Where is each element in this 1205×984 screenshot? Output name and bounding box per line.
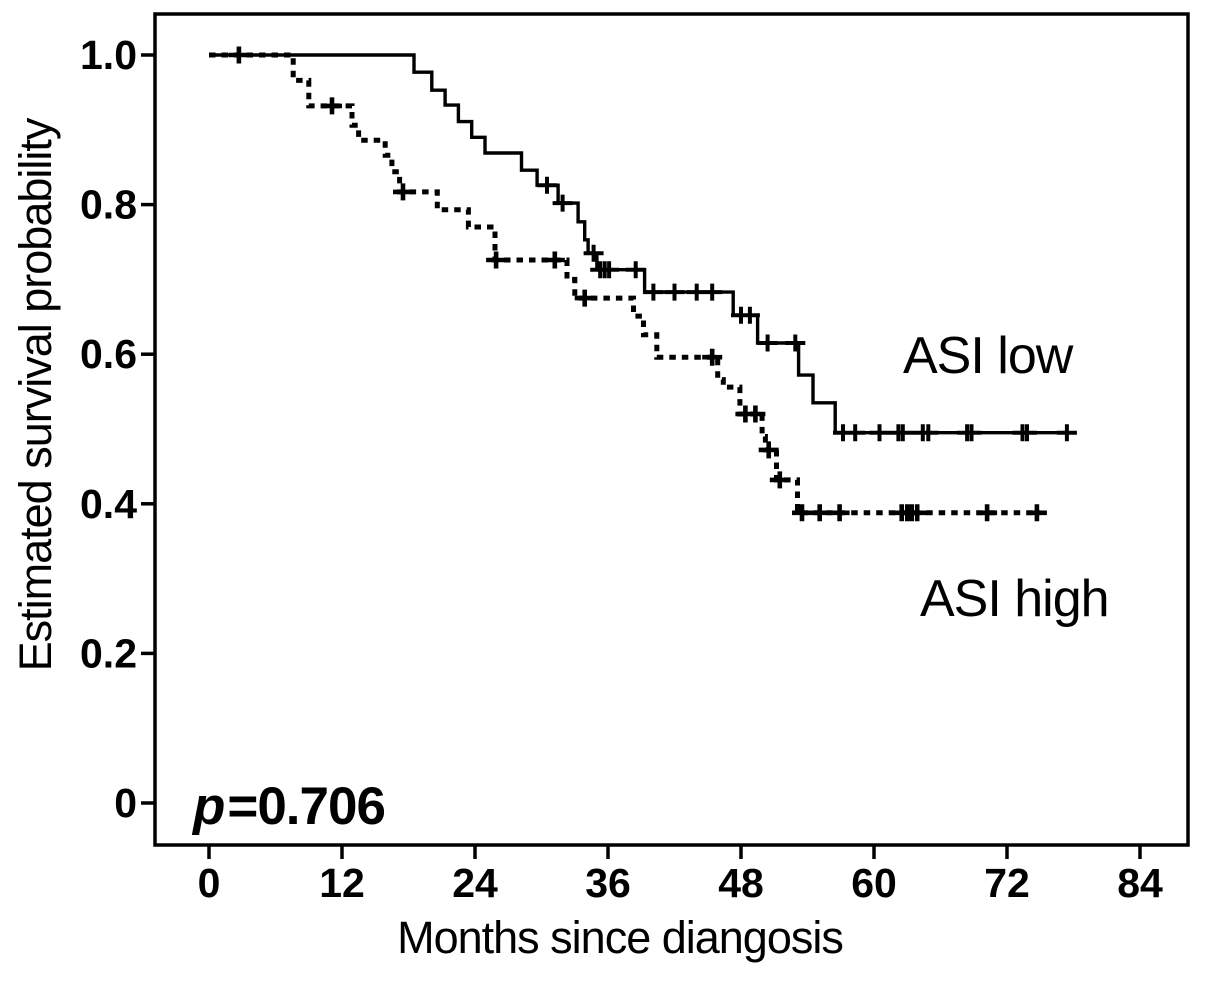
y-tick-label: 0.8 [80, 182, 137, 228]
x-tick-label: 84 [1117, 860, 1163, 906]
p-value-text: =0.706 [227, 777, 386, 836]
plot-border [153, 12, 1190, 847]
asi-high-censor-marks [228, 46, 1047, 522]
y-tick-label: 0.6 [80, 331, 137, 377]
x-tick-label: 72 [984, 860, 1030, 906]
x-tick-label: 12 [319, 860, 365, 906]
x-tick-label: 24 [452, 860, 498, 906]
x-axis-title: Months since diangosis [397, 912, 844, 963]
asi-low-curve [209, 53, 1075, 435]
y-tick-label: 0 [114, 780, 137, 826]
y-axis-title: Estimated survival probability [10, 118, 61, 672]
asi-high-curve [209, 52, 1041, 516]
y-tick-label: 1.0 [80, 32, 137, 78]
p-symbol: p [193, 777, 225, 836]
series-label-asi-low: ASI low [903, 327, 1073, 385]
x-tick-label: 48 [718, 860, 764, 906]
series-label-asi-high: ASI high [920, 570, 1110, 628]
y-tick-label: 0.4 [80, 481, 137, 527]
x-tick-label: 0 [198, 860, 221, 906]
p-value-annotation: p=0.706 [193, 776, 386, 837]
x-tick-label: 60 [851, 860, 897, 906]
x-tick-label: 36 [585, 860, 631, 906]
asi-low-censor-marks [537, 176, 1077, 442]
y-tick-label: 0.2 [80, 630, 137, 676]
